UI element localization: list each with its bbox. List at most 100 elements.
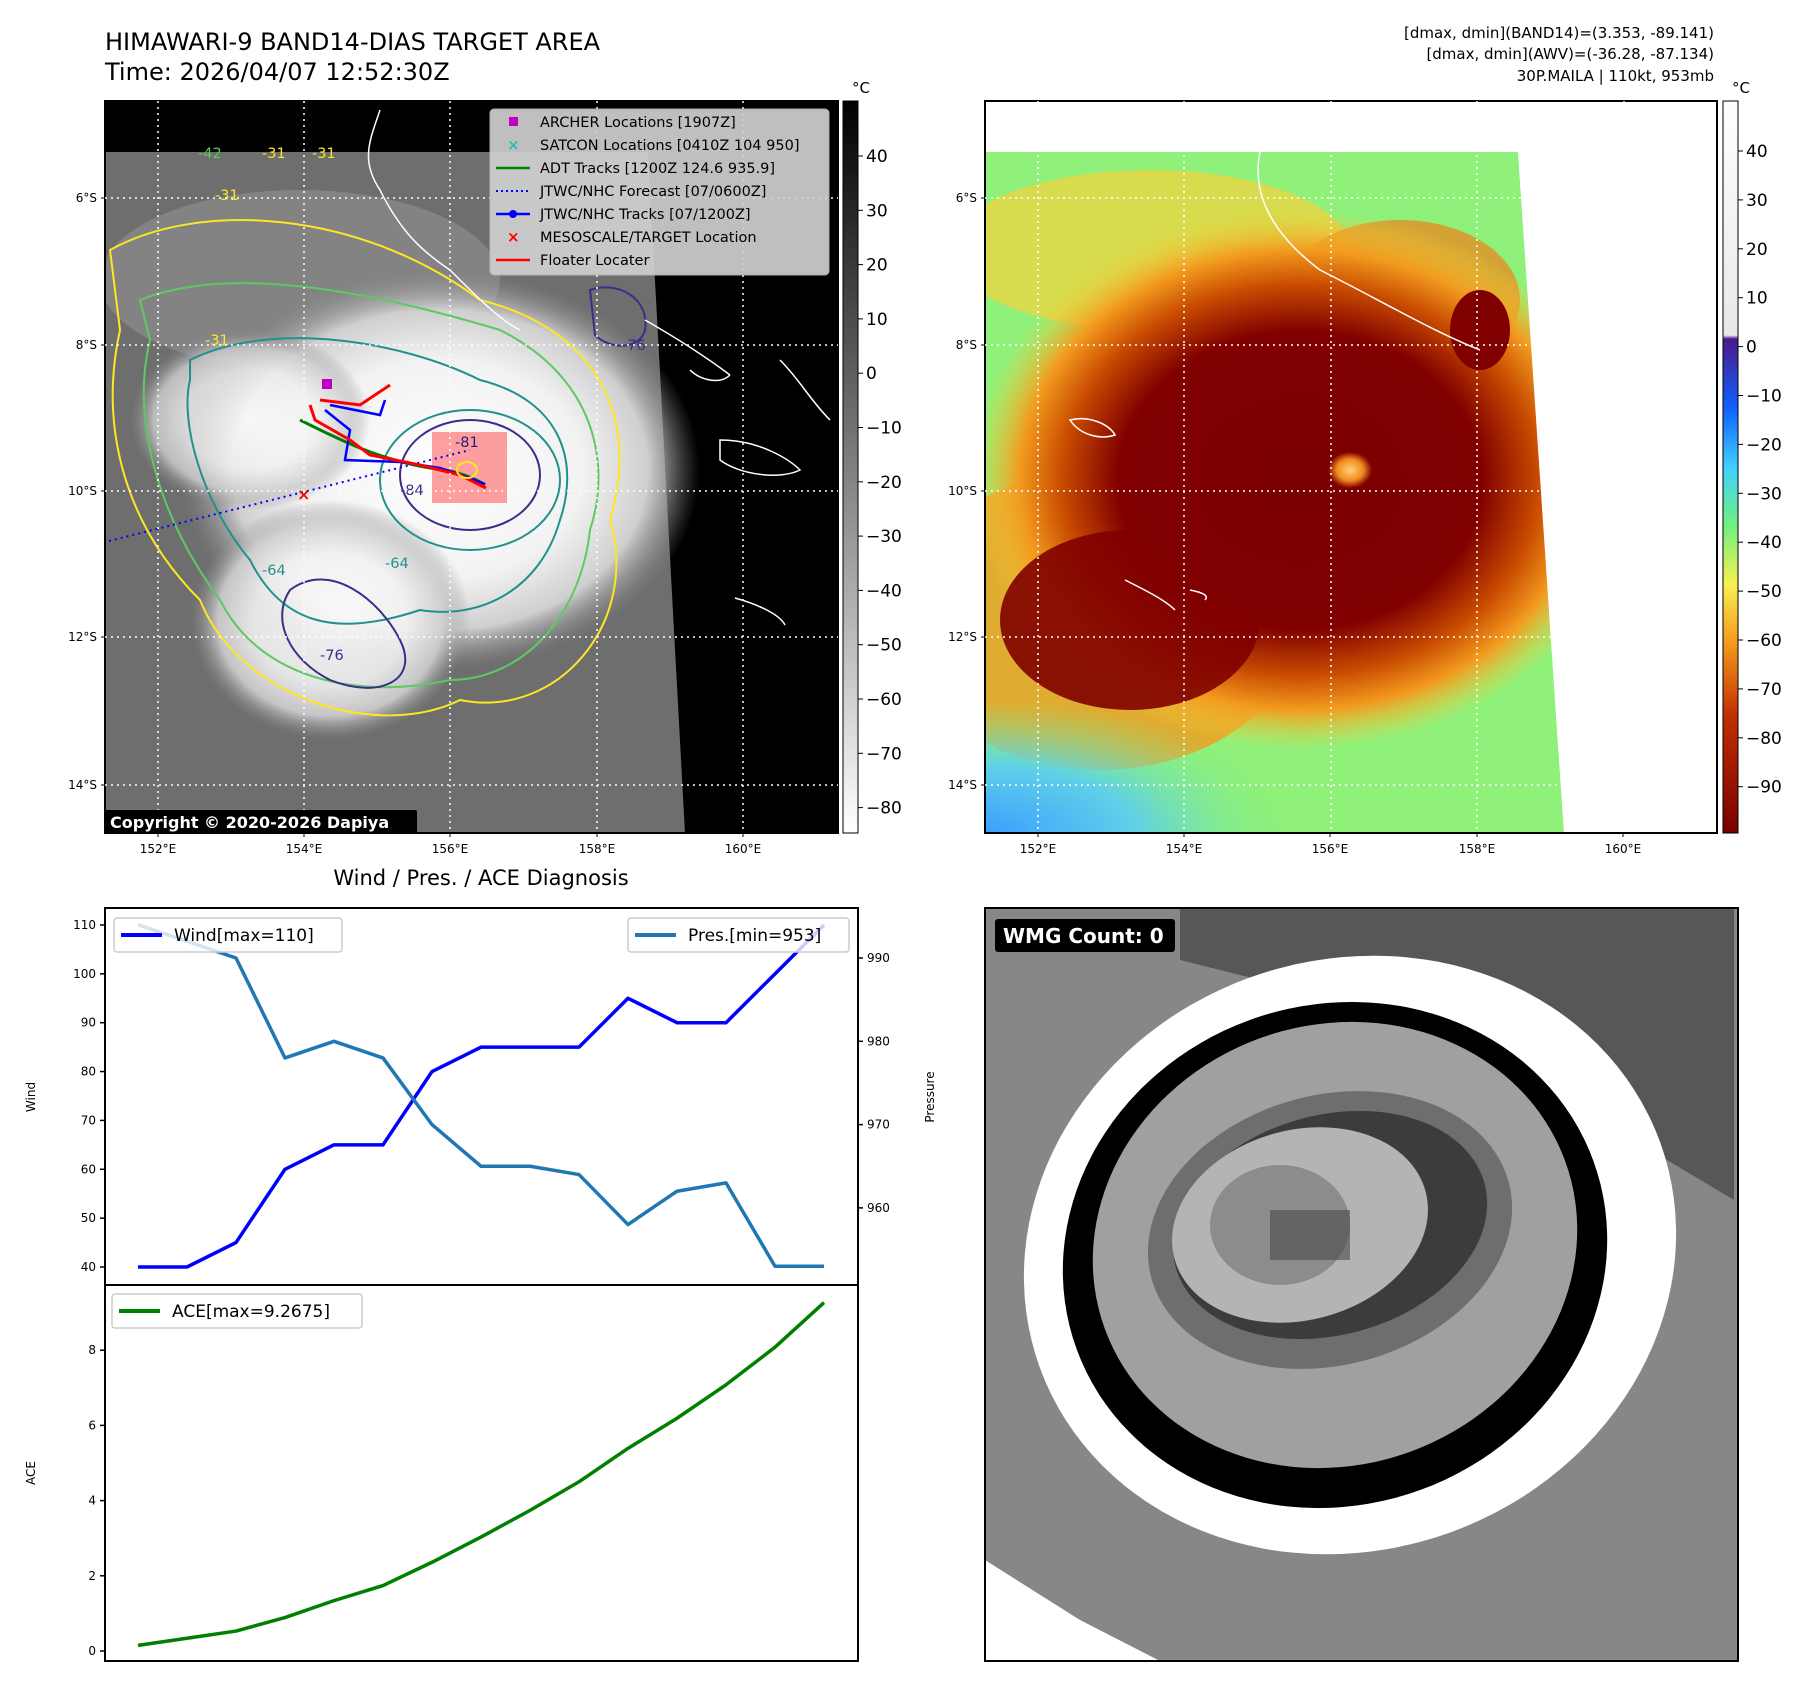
legend-marker-x: × bbox=[507, 136, 520, 154]
pressure-tick-label: 970 bbox=[867, 1118, 890, 1132]
pressure-tick-label: 990 bbox=[867, 951, 890, 965]
lat-label: 6°S bbox=[76, 191, 97, 205]
wind-tick-label: 70 bbox=[81, 1113, 96, 1127]
lat-label: 8°S bbox=[956, 338, 977, 352]
contour-yellow bbox=[108, 219, 621, 717]
awv-map bbox=[985, 151, 1630, 833]
lon-label: 160°E bbox=[725, 842, 762, 856]
figure-title: HIMAWARI-9 BAND14-DIAS TARGET AREA bbox=[105, 28, 601, 56]
legend-marker-x: × bbox=[507, 228, 520, 246]
colorbar-bt bbox=[842, 100, 859, 834]
contour-green bbox=[138, 282, 600, 689]
contour-label: -64 bbox=[262, 563, 286, 579]
lon-label: 152°E bbox=[1020, 842, 1057, 856]
chart-title: Wind / Pres. / ACE Diagnosis bbox=[333, 866, 628, 890]
wind-tick-label: 40 bbox=[81, 1260, 96, 1274]
contour-teal bbox=[186, 337, 569, 625]
storm-eye bbox=[456, 461, 478, 479]
coastlines bbox=[367, 109, 831, 626]
figure-time: Time: 2026/04/07 12:52:30Z bbox=[104, 58, 450, 86]
pressure-legend-box bbox=[627, 917, 850, 953]
pressure-legend-label: Pres.[min=953] bbox=[688, 926, 821, 946]
contour-label: -76 bbox=[320, 648, 344, 664]
contour-label: -31 bbox=[215, 188, 239, 204]
lon-label: 158°E bbox=[579, 842, 616, 856]
contour-navy-south bbox=[281, 578, 407, 689]
pressure-tick-label: 980 bbox=[867, 1034, 890, 1048]
colorbar-tick-label: 30 bbox=[866, 201, 888, 221]
eye bbox=[1328, 452, 1372, 488]
legend-label: Floater Locater bbox=[540, 253, 649, 269]
legend-label: SATCON Locations [0410Z 104 950] bbox=[540, 138, 799, 154]
target-marker: × bbox=[297, 485, 310, 504]
ace-tick-label: 4 bbox=[88, 1494, 96, 1508]
lon-label: 156°E bbox=[1312, 842, 1349, 856]
colorbar-tick-label: −10 bbox=[1746, 387, 1782, 407]
legend-marker-dot bbox=[509, 210, 517, 218]
info-band14: [dmax, dmin](BAND14)=(3.353, -89.141) bbox=[1404, 24, 1714, 42]
archer-marker bbox=[322, 379, 332, 389]
pressure-tick-label: 960 bbox=[867, 1201, 890, 1215]
colorbar-tick-label: −40 bbox=[866, 581, 902, 601]
colorbar-tick-label: −30 bbox=[866, 527, 902, 547]
wind-tick-label: 90 bbox=[81, 1016, 96, 1030]
lat-label: 12°S bbox=[948, 630, 977, 644]
coastlines-2 bbox=[1068, 151, 1481, 611]
lat-label: 14°S bbox=[68, 778, 97, 792]
colorbar-tick-label: −30 bbox=[1746, 484, 1782, 504]
map2-gridlines bbox=[985, 101, 1717, 833]
lon-label: 152°E bbox=[140, 842, 177, 856]
ace-tick-label: 2 bbox=[88, 1569, 96, 1583]
lat-label: 8°S bbox=[76, 338, 97, 352]
contour-label: -81 bbox=[455, 435, 479, 451]
ace-legend-label: ACE[max=9.2675] bbox=[172, 1302, 330, 1322]
copyright: Copyright © 2020-2026 Dapiya bbox=[110, 813, 389, 832]
colorbar-tick-label: −20 bbox=[1746, 435, 1782, 455]
lat-label: 10°S bbox=[68, 484, 97, 498]
ace-tick-label: 8 bbox=[88, 1343, 96, 1357]
contour-navy-north bbox=[588, 286, 647, 347]
wind-tick-label: 80 bbox=[81, 1065, 96, 1079]
colorbar-tick-label: −50 bbox=[866, 636, 902, 656]
colorbar-tick-label: 20 bbox=[866, 256, 888, 276]
colorbar-tick-label: −60 bbox=[1746, 631, 1782, 651]
storm-info: 30P.MAILA | 110kt, 953mb bbox=[1517, 67, 1714, 85]
legend-label: ADT Tracks [1200Z 124.6 935.9] bbox=[540, 161, 775, 177]
legend-label: JTWC/NHC Forecast [07/0600Z] bbox=[539, 184, 766, 200]
colorbar-tick-label: −50 bbox=[1746, 582, 1782, 602]
lon-label: 158°E bbox=[1459, 842, 1496, 856]
colorbar-tick-label: 0 bbox=[1746, 338, 1757, 358]
lon-label: 160°E bbox=[1605, 842, 1642, 856]
wind-series-line bbox=[138, 923, 826, 1269]
contour-label: -42 bbox=[198, 146, 222, 162]
floater-box bbox=[432, 432, 507, 503]
wind-tick-label: 110 bbox=[73, 918, 96, 932]
colorbar-tick-label: −90 bbox=[1746, 778, 1782, 798]
lon-label: 156°E bbox=[432, 842, 469, 856]
colorbar-tick-label: −10 bbox=[866, 419, 902, 439]
contour-label: -31 bbox=[205, 333, 229, 349]
lat-label: 6°S bbox=[956, 191, 977, 205]
legend-label: ARCHER Locations [1907Z] bbox=[540, 115, 736, 131]
contour-label: -31 bbox=[262, 146, 286, 162]
lat-label: 12°S bbox=[68, 630, 97, 644]
colorbar-tick-label: 0 bbox=[866, 364, 877, 384]
map-legend: ARCHER Locations [1907Z] × SATCON Location… bbox=[489, 108, 830, 276]
lat-label: 10°S bbox=[948, 484, 977, 498]
pressure-series-line bbox=[137, 923, 824, 1268]
wind-tick-label: 100 bbox=[73, 967, 96, 981]
colorbar-tick-label: −20 bbox=[866, 473, 902, 493]
contour-navy bbox=[399, 419, 541, 531]
ace-tick-label: 0 bbox=[88, 1644, 96, 1658]
ace-tick-label: 6 bbox=[88, 1418, 96, 1432]
contour-label: -31 bbox=[312, 146, 336, 162]
wind-legend-label: Wind[max=110] bbox=[174, 926, 314, 946]
colorbar-tick-label: −60 bbox=[866, 690, 902, 710]
colorbar-tick-label: 20 bbox=[1746, 240, 1768, 260]
legend-label: JTWC/NHC Tracks [07/1200Z] bbox=[539, 207, 751, 223]
colorbar-tick-label: −70 bbox=[1746, 680, 1782, 700]
info-awv: [dmax, dmin](AWV)=(-36.28, -87.134) bbox=[1426, 45, 1714, 63]
contour-teal-inner bbox=[379, 409, 561, 551]
wind-axis-label: Wind bbox=[24, 1082, 38, 1112]
